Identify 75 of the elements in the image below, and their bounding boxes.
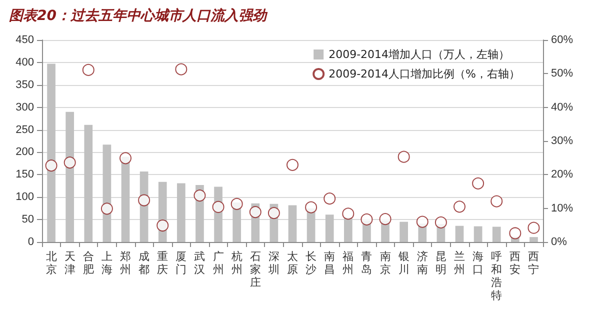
y2-tick-label: 30%: [551, 135, 574, 147]
point: [64, 156, 76, 169]
point: [379, 213, 392, 226]
x-tick-label: 天津: [64, 250, 76, 276]
bar: [84, 124, 93, 242]
x-tick-label: 深圳: [267, 250, 280, 276]
y-tick-label: 300: [16, 101, 34, 114]
x-tick-label: 成都: [138, 250, 150, 276]
x-tick-label: 郑州: [120, 250, 131, 276]
point: [360, 213, 373, 226]
bar: [325, 214, 334, 242]
point: [45, 160, 58, 172]
x-tick-label: 海口: [472, 250, 484, 276]
y-tick-label: 400: [16, 56, 34, 68]
x-tick-label: 石家庄: [250, 250, 261, 289]
x-tick-label: 西宁: [528, 250, 540, 276]
bar: [66, 112, 74, 242]
y-tick-label: 100: [16, 191, 34, 204]
x-tick-label: 福州: [342, 250, 354, 276]
point: [416, 216, 428, 228]
bar: [400, 222, 408, 242]
bar: [455, 226, 464, 242]
y-tick-label: 350: [16, 78, 34, 91]
y-tick-label: 150: [16, 168, 34, 181]
legend-label: 2009-2014增加人口（万人，左轴）: [328, 48, 510, 61]
bar: [47, 64, 56, 242]
bar: [530, 237, 538, 242]
x-tick-label: 呼和浩特: [491, 250, 502, 302]
x-tick-label: 青岛: [361, 250, 372, 276]
x-tick-label: 西安: [510, 250, 521, 276]
point: [212, 200, 224, 213]
y2-tick-label: 40%: [551, 101, 574, 114]
point: [268, 207, 280, 220]
point: [138, 194, 150, 206]
legend-label: 2009-2014人口增加比例（%，右轴）: [328, 68, 520, 80]
x-tick-label: 济南: [416, 250, 428, 276]
y-tick-label: 50: [22, 214, 34, 226]
point: [194, 190, 206, 202]
bar: [176, 183, 186, 242]
x-tick-label: 重庆: [157, 250, 168, 276]
bar: [288, 205, 297, 242]
bar: [474, 226, 482, 242]
y2-tick-label: 0%: [551, 236, 568, 248]
y2-tick-label: 60%: [551, 34, 574, 46]
chart-title: 图表20：过去五年中心城市人口流入强劲: [9, 7, 268, 24]
y2-tick-label: 20%: [551, 168, 574, 181]
point: [230, 198, 243, 210]
x-tick-label: 北京: [46, 250, 57, 276]
point: [100, 202, 113, 215]
point: [305, 201, 318, 214]
x-tick-label: 合肥: [82, 250, 94, 276]
point: [156, 220, 169, 232]
x-tick-label: 厦门: [176, 250, 187, 276]
x-tick-label: 杭州: [230, 250, 242, 276]
x-tick-label: 上海: [101, 250, 112, 276]
bar: [344, 217, 352, 242]
y-tick-label: 450: [16, 34, 34, 46]
point: [120, 152, 132, 164]
y-tick-label: 250: [16, 124, 34, 136]
point: [434, 216, 447, 228]
x-tick-label: 长沙: [306, 250, 317, 276]
y2-tick-label: 50%: [551, 68, 574, 80]
x-tick-label: 兰州: [454, 250, 465, 276]
x-tick-label: 太原: [287, 250, 298, 276]
x-tick-label: 南昌: [324, 250, 336, 276]
x-tick-label: 南京: [380, 250, 391, 276]
x-tick-label: 昆明: [435, 250, 446, 276]
point: [249, 206, 262, 218]
y-tick-label: 0: [28, 236, 34, 248]
x-tick-label: 广州: [212, 250, 224, 276]
x-tick-label: 银川: [397, 250, 410, 276]
x-tick-label: 武汉: [194, 250, 206, 276]
y2-tick-label: 10%: [551, 202, 574, 214]
y-tick-label: 200: [16, 146, 34, 158]
bar: [492, 226, 501, 242]
